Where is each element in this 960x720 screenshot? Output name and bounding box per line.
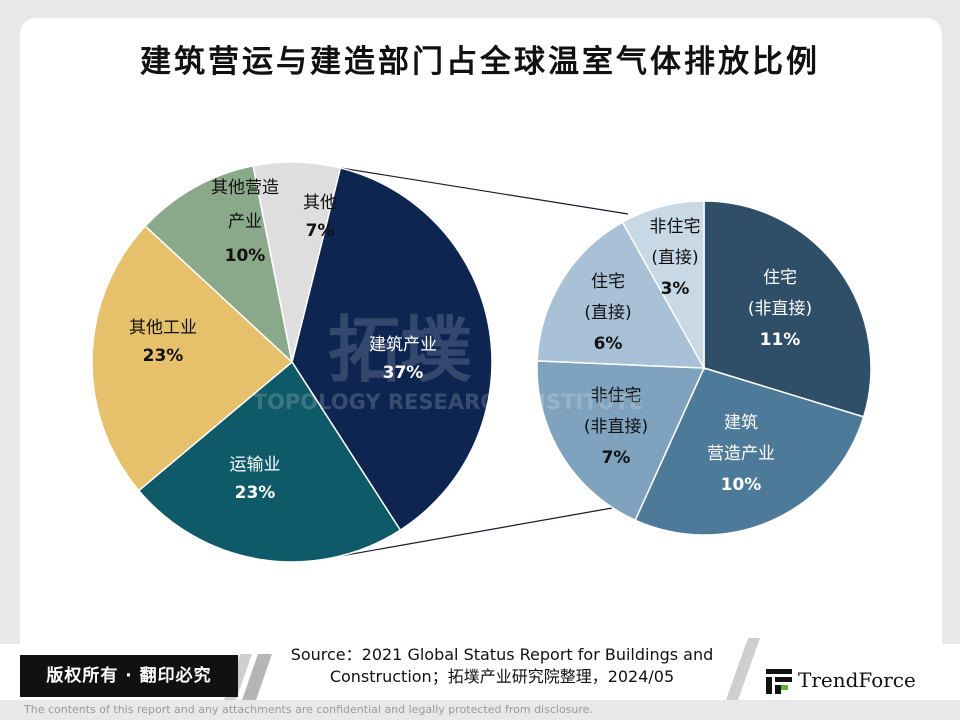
pie-2-label-4: 住宅(直接) <box>584 272 631 323</box>
pie-2-label-5: 非住宅(直接) <box>650 217 701 268</box>
pie-2-slice-1 <box>703 200 872 418</box>
source-line-2: Construction；拓墣产业研究院整理，2024/05 <box>329 667 675 686</box>
pie-1-value-4: 10% <box>225 246 266 266</box>
pie-2-value-4: 6% <box>594 334 623 354</box>
pie-2-slice-3 <box>536 360 706 522</box>
chart-title: 建筑营运与建造部门占全球温室气体排放比例 <box>140 44 820 80</box>
pie-2-slice-5 <box>621 200 705 371</box>
trendforce-logo-icon <box>766 669 792 694</box>
pie-1-value-5: 7% <box>306 221 335 241</box>
source-line-1: Source：2021 Global Status Report for Bui… <box>290 645 714 664</box>
pie-2-slice-2 <box>634 367 865 536</box>
pie-2-value-5: 3% <box>661 279 690 299</box>
trendforce-logo: TrendForce <box>764 664 944 698</box>
pie-1-label-3: 其他工业 <box>129 318 197 338</box>
pie-2-label-3: 非住宅(非直接) <box>584 386 648 437</box>
pie-2-label-2: 建筑营造产业 <box>707 413 775 464</box>
pie-1-slice-3 <box>91 225 294 492</box>
watermark-brand: 拓墣 <box>328 308 472 392</box>
pie-2 <box>536 200 872 536</box>
pie-1-slice-4 <box>144 164 294 365</box>
pie-2-value-1: 11% <box>760 330 801 350</box>
source-note: Source：2021 Global Status Report for Bui… <box>262 644 742 688</box>
pie-2-slice-4 <box>536 221 706 369</box>
pie-2-value-2: 10% <box>721 475 762 495</box>
disclaimer-text: The contents of this report and any atta… <box>24 703 593 716</box>
pie-1-label-4: 其他营造产业 <box>211 178 279 232</box>
pie-1-label-2: 运输业 <box>230 455 281 475</box>
pie-1-label-1: 建筑产业 <box>369 335 437 355</box>
watermark-text: TOPOLOGY RESEARCH INSTITUTE <box>253 390 644 414</box>
connector-line-bottom <box>340 507 613 557</box>
connector-line-top <box>340 167 629 215</box>
pie-1-value-1: 37% <box>383 363 424 383</box>
pie-1 <box>91 161 493 563</box>
pie-1-label-5: 其他 <box>303 193 337 213</box>
copyright-banner: 版权所有 · 翻印必究 <box>20 655 238 697</box>
pie-1-slice-5 <box>252 161 342 363</box>
pie-1-value-3: 23% <box>143 346 184 366</box>
pie-2-label-1: 住宅(非直接) <box>748 268 812 319</box>
pie-2-value-3: 7% <box>602 448 631 468</box>
pie-1-value-2: 23% <box>235 483 276 503</box>
pie-1-slice-2 <box>137 360 402 563</box>
trendforce-logo-text: TrendForce <box>798 668 916 692</box>
footer-decoration <box>0 638 960 700</box>
